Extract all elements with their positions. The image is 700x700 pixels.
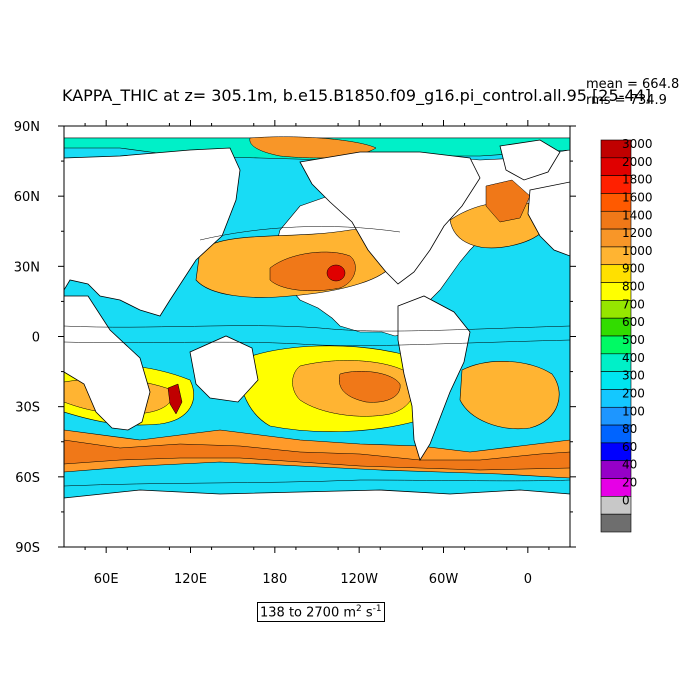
lon-tick-label: 120W — [340, 572, 378, 587]
north-pacific-core — [269, 251, 356, 292]
land-antarctica — [64, 489, 570, 547]
lat-tick-label: 90S — [15, 541, 40, 556]
lat-tick-label: 30S — [15, 401, 40, 416]
land-europe — [527, 181, 570, 257]
land-australia — [189, 335, 259, 403]
lon-tick-label: 60W — [429, 572, 459, 587]
lat-tick-label: 60S — [15, 471, 40, 486]
lat-tick-label: 0 — [32, 331, 40, 346]
range-unit-exp1: 2 — [356, 604, 362, 614]
land-africa — [64, 295, 151, 431]
north-pacific-peak — [326, 264, 346, 282]
lat-tick-label: 90N — [14, 120, 40, 135]
mean-label: mean = 664.8 — [586, 77, 680, 92]
range-text: 138 to 2700 m — [260, 605, 357, 621]
land-greenland — [499, 139, 561, 181]
lat-tick-label: 60N — [14, 190, 40, 205]
lon-tick-label: 180 — [262, 572, 287, 587]
south-atlantic-band — [459, 361, 560, 430]
contour-lines — [64, 226, 570, 487]
range-unit-mid: s — [361, 605, 373, 621]
range-unit-exp2: -1 — [372, 604, 382, 614]
agulhas-peak — [167, 383, 183, 415]
map-axes: 90N 60N 30N 0 30S 60S 90S 60E 120E 180 120W 60W 0 — [14, 120, 576, 587]
land-eurasia — [64, 147, 241, 317]
south-pacific-peak — [338, 371, 401, 403]
southern-inner-band — [64, 439, 570, 471]
rms-label: rms = 734.9 — [586, 93, 667, 108]
range-label: 138 to 2700 m2 s-1 — [257, 602, 385, 623]
map-field — [64, 126, 570, 547]
land-south-america — [397, 295, 471, 461]
lat-tick-label: 30N — [14, 260, 40, 275]
lon-tick-label: 120E — [174, 572, 207, 587]
north-atlantic-core — [485, 179, 531, 223]
land-north-america — [299, 151, 481, 285]
plot-title: KAPPA_THIC at z= 305.1m, b.e15.B1850.f09… — [62, 86, 652, 105]
lon-tick-label: 60E — [94, 572, 119, 587]
lon-tick-label: 0 — [524, 572, 532, 587]
